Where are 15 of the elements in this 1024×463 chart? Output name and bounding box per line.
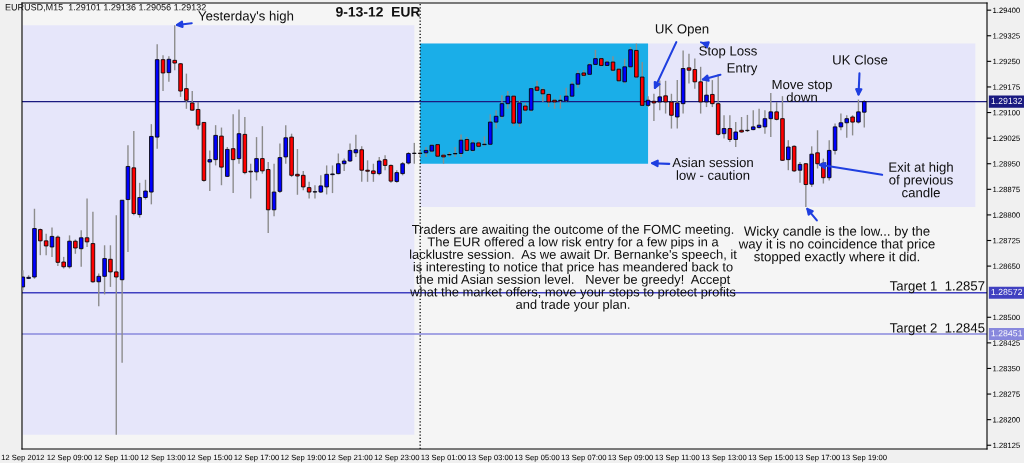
ref-line-label: 1.28572 [991, 288, 1023, 296]
annotation: Move stop down [772, 79, 832, 102]
ref-line-label: 1.29132 [991, 97, 1023, 104]
annotation: Yesterday's high [198, 10, 294, 24]
annotation: Target 1 1.2857 [889, 281, 985, 294]
ref-line-label: 1.28451 [991, 330, 1023, 337]
annotation: Exit at high of previous candle [889, 162, 953, 198]
annotation: Wicky candle is the low... by the way it is no coincidence that price stopped exactly where it did. [738, 226, 935, 264]
annotation: Asian session low - caution [672, 157, 753, 180]
annotation: Target 2 1.2845 [889, 323, 985, 336]
annotation: Entry [727, 63, 758, 76]
annotation: Stop Loss [699, 46, 757, 59]
chart-title: 9-13-12 EUR [336, 6, 421, 17]
annotation: UK Open [655, 24, 709, 37]
annotation: UK Close [833, 54, 888, 65]
